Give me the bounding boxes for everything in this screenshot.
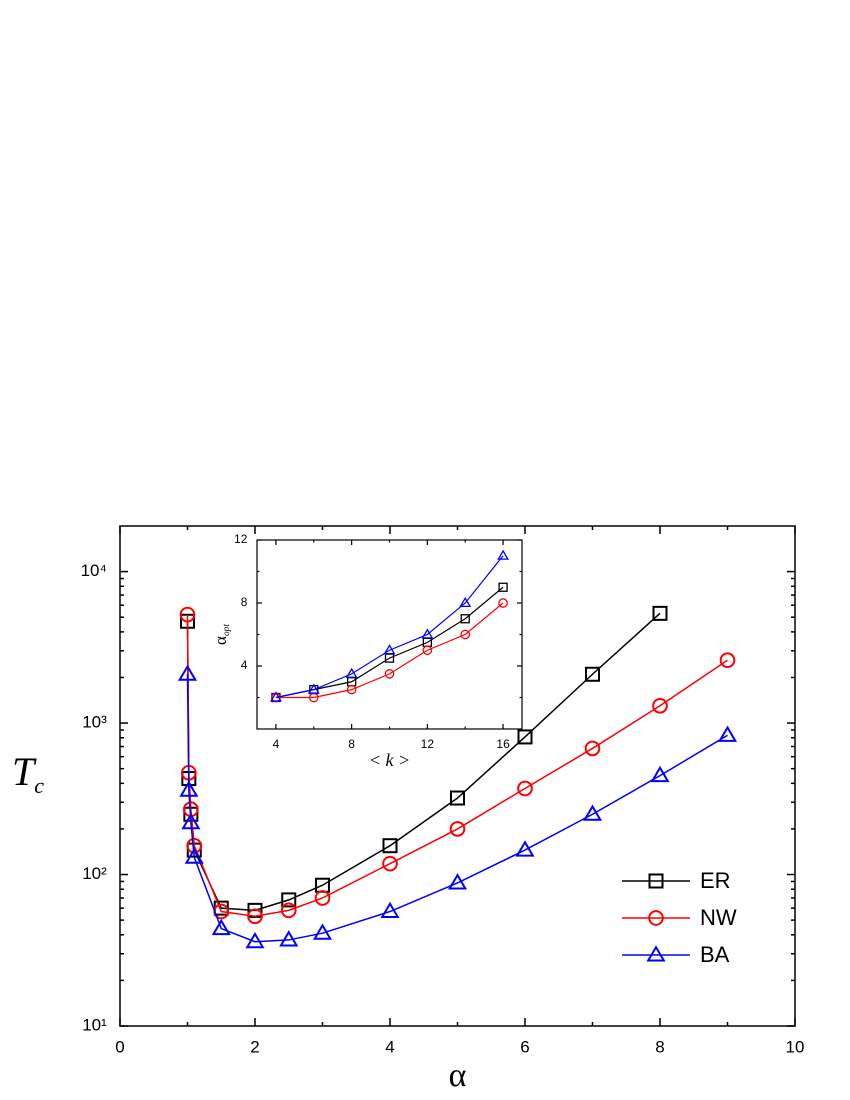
marker [652,697,668,714]
marker [459,596,472,608]
x-axis-label: α [449,1057,467,1094]
marker [279,930,299,947]
y-axis-label-main: α [211,636,230,645]
marker [380,901,400,919]
marker [582,804,603,821]
x-tick-label: 6 [520,1037,529,1056]
legend-marker [648,910,664,926]
marker [382,855,398,872]
legend-label: ER [700,868,731,893]
marker [177,664,198,681]
plot-frame [256,539,523,730]
x-tick-label: 2 [250,1037,259,1056]
legend-marker [646,945,666,962]
marker [382,838,398,854]
legend-label: NW [700,905,737,930]
marker [346,684,357,695]
marker [345,667,358,678]
y-axis-label-sub: c [34,773,44,798]
marker [517,729,533,745]
marker [312,923,333,940]
marker [280,902,297,919]
marker [719,652,736,669]
x-tick-label: 8 [655,1037,664,1056]
marker [447,873,468,890]
marker [717,725,738,742]
marker [179,780,199,797]
x-tick-label: 0 [115,1037,124,1056]
marker [449,821,466,837]
marker [515,840,535,857]
x-tick-label: 4 [273,737,280,751]
marker [497,549,510,560]
x-axis-label: < k > [369,750,410,770]
y-tick-label: 8 [241,595,248,609]
y-tick-label: 12 [234,532,248,546]
marker [281,892,297,908]
marker [460,629,471,640]
marker [314,890,331,906]
x-tick-label: 8 [348,737,355,751]
marker [421,628,434,639]
marker [247,908,263,925]
series-line [275,555,504,699]
y-axis-label-sub: opt [222,624,232,636]
legend-marker [648,873,664,889]
x-tick-label: 16 [496,737,510,751]
marker [307,683,320,694]
marker [184,847,204,864]
y-tick-label: 10² [82,864,107,883]
y-axis-label: Tc [12,749,44,798]
y-tick-label: 10¹ [82,1015,107,1034]
y-tick-label: 10⁴ [81,561,107,580]
marker [498,598,508,608]
marker [269,691,282,702]
y-axis-label-main: T [12,749,37,794]
marker [181,812,201,830]
series-line [275,602,504,699]
y-tick-label: 10³ [82,713,107,732]
x-tick-label: 4 [385,1037,394,1056]
x-tick-label: 10 [786,1037,805,1056]
marker [652,605,668,621]
marker [384,669,395,679]
marker [450,790,465,806]
marker [179,606,196,623]
marker [460,614,470,624]
y-axis-label: αopt [211,624,232,645]
marker [498,582,508,592]
marker [211,918,231,936]
marker [517,780,533,797]
marker [650,765,670,783]
marker [245,931,265,949]
y-tick-label: 4 [241,658,248,672]
marker [383,644,396,655]
marker [584,740,601,757]
marker [585,666,600,682]
x-tick-label: 12 [421,737,435,751]
marker [422,645,433,656]
legend-label: BA [700,942,730,967]
